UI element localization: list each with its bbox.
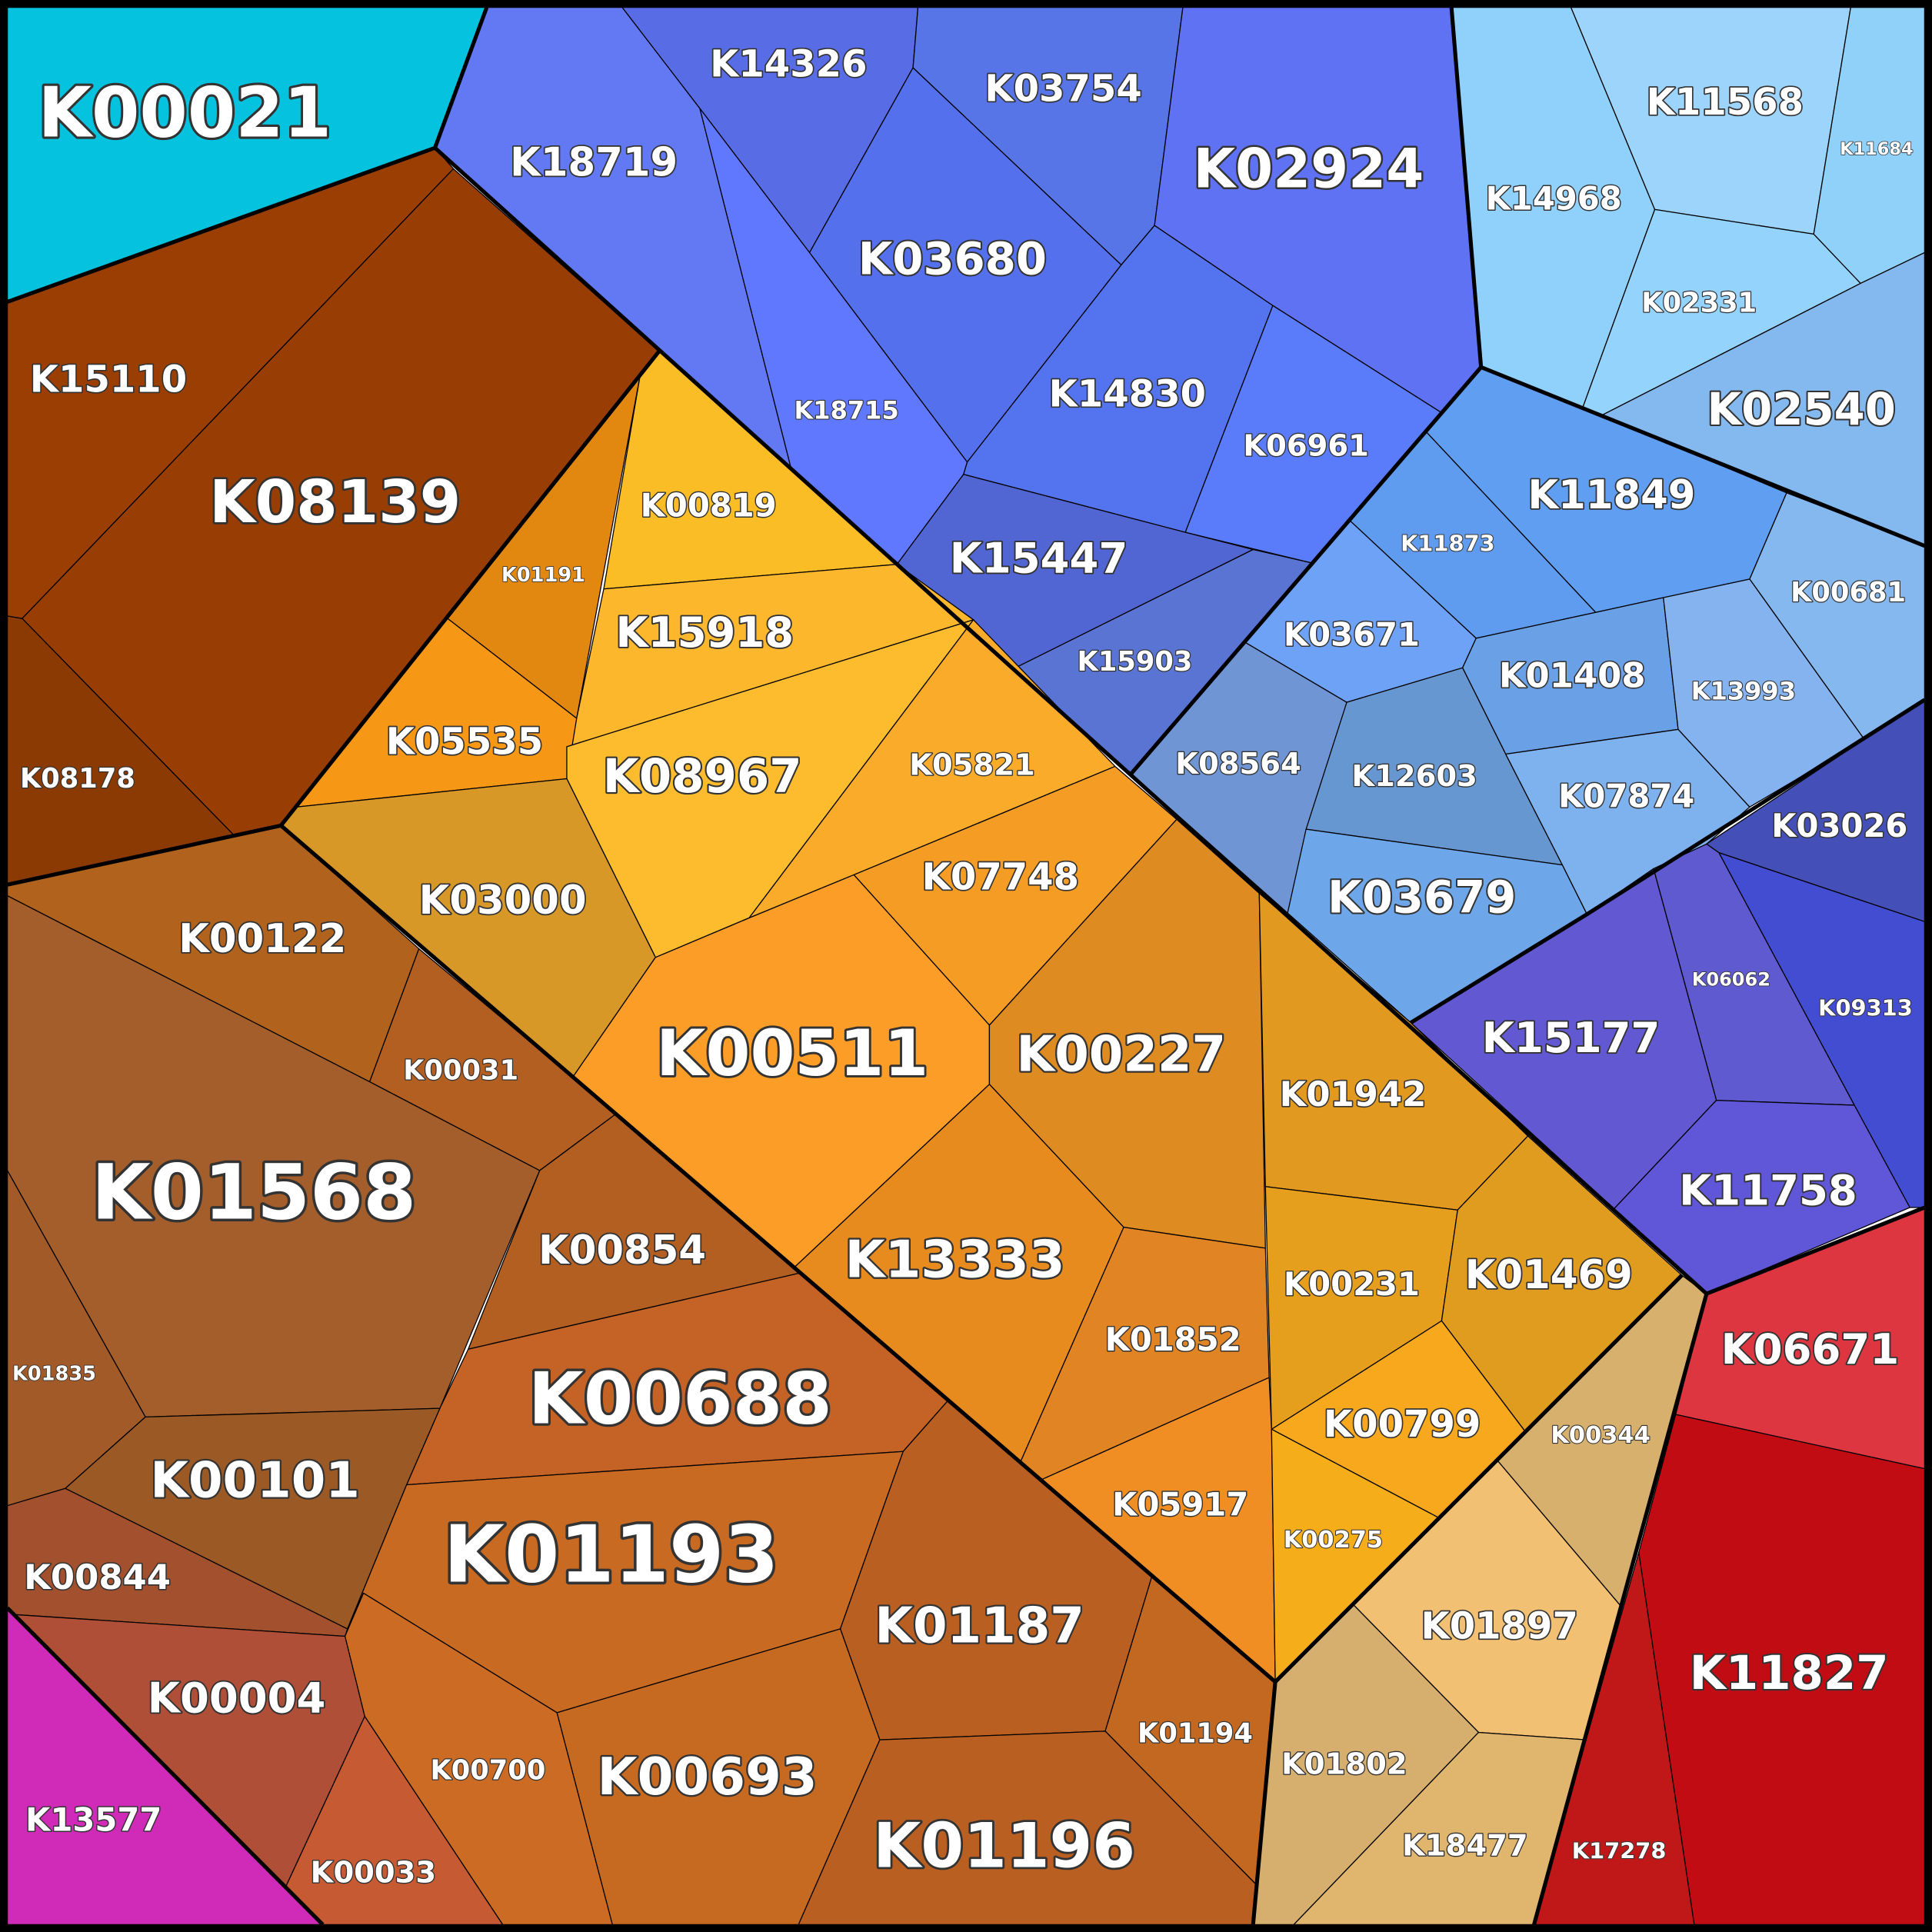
cell-label: K00688: [528, 1357, 832, 1440]
cell-label: K00275: [1284, 1527, 1383, 1554]
cell-label: K06961: [1243, 428, 1369, 463]
cell-label: K03754: [984, 67, 1141, 110]
cell-label: K00033: [311, 1856, 437, 1890]
cell-label: K00844: [24, 1557, 171, 1597]
cell-label: K08967: [603, 749, 802, 804]
cell-label: K01191: [501, 564, 585, 587]
cell-label: K13333: [845, 1229, 1065, 1289]
cell-label: K01942: [1280, 1074, 1427, 1114]
cell-label: K14830: [1049, 373, 1206, 416]
cell-label: K02924: [1193, 137, 1424, 200]
cell-label: K05821: [909, 748, 1035, 782]
cell-label: K01187: [874, 1598, 1084, 1655]
cell-label: K05917: [1112, 1486, 1248, 1524]
cell-label: K00700: [430, 1755, 545, 1787]
cell-label: K01802: [1281, 1747, 1407, 1782]
cell-label: K06062: [1692, 969, 1770, 991]
cell-label: K03680: [858, 232, 1047, 285]
cell-label: K03000: [419, 878, 587, 924]
cell-label: K01408: [1499, 655, 1646, 695]
cell-label: K11568: [1647, 81, 1804, 124]
cell-label: K01469: [1465, 1252, 1633, 1298]
cell-label: K09313: [1818, 994, 1913, 1021]
cell-label: K00681: [1790, 577, 1906, 608]
cell-label: K00122: [178, 916, 346, 962]
cell-label: K08139: [209, 468, 461, 537]
cell-label: K00101: [150, 1453, 360, 1510]
cell-label: K01835: [12, 1362, 96, 1385]
cell-label: K14968: [1486, 179, 1622, 217]
cell-label: K11849: [1527, 472, 1695, 518]
cell-label: K12603: [1351, 759, 1477, 794]
cell-label: K18715: [794, 395, 898, 425]
cell-label: K00693: [597, 1747, 817, 1807]
cell-label: K02540: [1707, 383, 1896, 435]
cell-label: K00227: [1017, 1026, 1227, 1083]
cell-label: K11873: [1401, 531, 1495, 557]
cell-label: K15177: [1482, 1013, 1661, 1062]
labels: K00021 K15110 K08139 K08178 K18719 K14326 K037…: [12, 42, 1914, 1891]
cell-label: K00021: [38, 73, 332, 153]
cell-label: K00799: [1324, 1403, 1481, 1446]
group-border: [1409, 698, 1926, 1024]
cell-label: K11827: [1690, 1646, 1889, 1700]
cell-label: K15447: [950, 534, 1128, 583]
cells: [6, 6, 1926, 1926]
group-border: [5, 1606, 325, 1927]
cell-label: K00511: [656, 1016, 928, 1091]
group-border: [1129, 7, 1926, 775]
cell-label: K01568: [92, 1148, 416, 1237]
cell-label: K05535: [386, 720, 543, 763]
cell-label: K15918: [616, 608, 794, 657]
cell-label: K02331: [1641, 288, 1757, 319]
cell-label: K08178: [20, 763, 135, 794]
cell-label: K03671: [1284, 616, 1420, 654]
cell-label: K01852: [1105, 1321, 1241, 1358]
group-border: [6, 6, 489, 304]
cell-label: K07748: [922, 856, 1079, 899]
cell-label: K14326: [710, 42, 867, 85]
cell-label: K18719: [510, 139, 678, 185]
cell-label: K01193: [444, 1509, 779, 1601]
cell-label: K00819: [641, 486, 777, 524]
group-border: [1251, 1293, 1709, 1926]
cell-label: K18477: [1402, 1828, 1528, 1863]
cell-label: K13577: [25, 1801, 162, 1839]
cell-label: K17278: [1572, 1837, 1667, 1864]
cell-label: K03679: [1327, 871, 1516, 923]
cell-label: K11758: [1679, 1166, 1857, 1215]
cell-label: K01194: [1138, 1718, 1253, 1750]
cell-label: K15903: [1078, 646, 1193, 678]
group-border: [7, 349, 661, 887]
cell-label: K13993: [1691, 677, 1796, 706]
cell-label: K11684: [1840, 139, 1913, 159]
cell-label: K07874: [1558, 777, 1694, 814]
cell-label: K00854: [538, 1227, 706, 1274]
cell-label: K03026: [1771, 807, 1907, 844]
cell-label: K00004: [148, 1674, 326, 1723]
cell-label: K08564: [1175, 747, 1301, 781]
cell-label: K00344: [1551, 1422, 1650, 1449]
cell-label: K00031: [403, 1055, 518, 1087]
cell-label: K00231: [1284, 1265, 1420, 1303]
cell-label: K01196: [873, 1810, 1135, 1881]
cell-label: K06671: [1721, 1324, 1900, 1374]
cell-label: K15110: [30, 358, 187, 401]
cell-label: K01897: [1421, 1605, 1577, 1648]
